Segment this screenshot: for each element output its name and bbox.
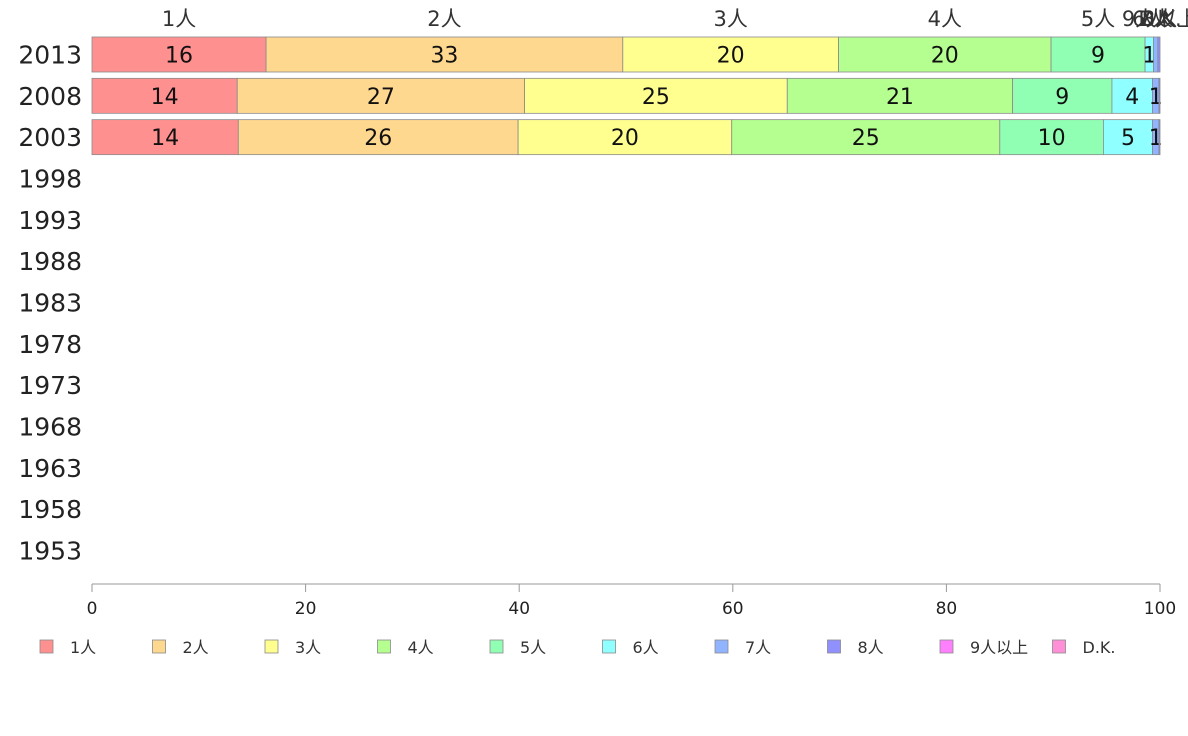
- top-label-8: 8人: [1142, 7, 1176, 31]
- bar-segment-2013-8: [1157, 36, 1161, 73]
- legend-label-8: 8人: [858, 638, 884, 657]
- legend-swatch-1: [39, 639, 54, 654]
- data-label-2008-5: 9: [1055, 85, 1069, 110]
- legend-swatch-4: [377, 639, 391, 654]
- legend-swatch-5: [489, 639, 504, 654]
- top-label-5: 5人: [1081, 7, 1115, 31]
- legend-swatch-6: [602, 639, 616, 654]
- data-label-2013-1: 16: [165, 44, 193, 69]
- bar-segment-2008-1: [91, 77, 238, 114]
- legend-label-9: 9人以上: [970, 638, 1028, 657]
- data-label-2003-6: 5: [1121, 126, 1135, 151]
- legend-label-7: 7人: [745, 638, 771, 657]
- top-label-7: 7人: [1139, 7, 1173, 31]
- top-label-2: 2人: [427, 7, 461, 31]
- legend-label-4: 4人: [408, 638, 434, 657]
- data-label-2003-1: 14: [151, 126, 179, 151]
- row-label-1983: 1983: [18, 288, 82, 317]
- bar-segment-2003-8: [1158, 119, 1161, 156]
- bar-segment-2013-5: [1050, 36, 1146, 73]
- legend-label-5: 5人: [520, 638, 546, 657]
- legend-swatch-9: [939, 639, 954, 654]
- data-label-2003-2: 26: [364, 126, 392, 151]
- legend-swatch-8: [827, 639, 841, 654]
- bar-segment-2008-6: [1111, 77, 1153, 114]
- legend-label-2: 2人: [183, 638, 209, 657]
- data-label-2003-5: 10: [1038, 126, 1066, 151]
- data-label-2008-2: 27: [367, 85, 395, 110]
- legend-label-6: 6人: [633, 638, 659, 657]
- data-label-2013-2: 33: [430, 44, 458, 69]
- row-label-2013: 2013: [18, 41, 82, 70]
- top-label-6: 6人: [1132, 7, 1166, 31]
- legend-label-1: 1人: [70, 638, 96, 657]
- x-tick-label-60: 60: [722, 599, 744, 619]
- x-tick-label-80: 80: [936, 599, 958, 619]
- bar-segment-2013-3: [622, 36, 839, 73]
- top-label-3: 3人: [713, 7, 747, 31]
- row-label-1998: 1998: [18, 164, 82, 193]
- bars: 16 33 20 20 9 114 27 25 21 9 4 114 26 20 25 10 5 1: [91, 36, 1163, 156]
- legend-swatch-3: [264, 639, 279, 654]
- bar-segment-2008-4: [786, 77, 1014, 114]
- legend: 1人 2人 3人 4人 5人 6人 7人 8人 9人以上 D.K.: [39, 638, 1116, 657]
- data-label-2008-3: 25: [642, 85, 670, 110]
- bar-segment-2013-1: [91, 36, 267, 73]
- x-tick-label-100: 100: [1144, 599, 1176, 619]
- bar-segment-2013-2: [265, 36, 624, 73]
- legend-label-d-k: D.K.: [1083, 638, 1116, 657]
- top-label-d-k: D.K.: [1138, 7, 1181, 31]
- top-label-9: 9人以上: [1122, 7, 1188, 31]
- data-label-2013-6: 1: [1142, 44, 1156, 69]
- bar-segment-2003-4: [731, 119, 1001, 156]
- data-label-2013-4: 20: [931, 44, 959, 69]
- row-label-1963: 1963: [18, 454, 82, 483]
- bar-segment-2008-8: [1158, 77, 1161, 114]
- data-label-2008-1: 14: [151, 85, 179, 110]
- data-label-2003-3: 20: [611, 126, 639, 151]
- legend-label-3: 3人: [295, 638, 321, 657]
- data-label-2008-4: 21: [886, 85, 914, 110]
- row-label-1968: 1968: [18, 412, 82, 441]
- x-tick-label-40: 40: [508, 599, 530, 619]
- data-label-2008-6: 4: [1125, 85, 1139, 110]
- row-label-1993: 1993: [18, 206, 82, 235]
- bar-segment-2003-6: [1102, 119, 1153, 156]
- bar-segment-2013-4: [838, 36, 1052, 73]
- top-label-1: 1人: [162, 7, 196, 31]
- row-label-2003: 2003: [18, 123, 82, 152]
- data-label-2003-7: 1: [1149, 126, 1163, 151]
- bar-segment-2003-5: [999, 119, 1104, 156]
- bar-segment-2008-3: [524, 77, 788, 114]
- row-label-1973: 1973: [18, 371, 82, 400]
- row-label-1978: 1978: [18, 330, 82, 359]
- row-label-2008: 2008: [18, 82, 82, 111]
- bar-segment-2013-7: [1153, 36, 1159, 73]
- row-labels: 2013 2008 2003 1998 1993 1988 1983 1978 1973 1968…: [18, 41, 82, 566]
- data-label-2013-3: 20: [717, 44, 745, 69]
- bar-segment-2008-5: [1012, 77, 1113, 114]
- data-label-2003-4: 25: [852, 126, 880, 151]
- x-tick-label-20: 20: [295, 599, 317, 619]
- data-label-2008-7: 1: [1149, 85, 1163, 110]
- legend-swatch-7: [714, 639, 729, 654]
- data-label-2013-5: 9: [1091, 44, 1105, 69]
- x-axis: 0 20 40 60 80 100: [87, 583, 1176, 619]
- row-label-1988: 1988: [18, 247, 82, 276]
- legend-swatch-d-k: [1052, 639, 1066, 654]
- x-tick-label-0: 0: [87, 599, 98, 619]
- row-label-1958: 1958: [18, 495, 82, 524]
- row-label-1953: 1953: [18, 536, 82, 565]
- legend-swatch-2: [152, 639, 166, 654]
- top-label-4: 4人: [928, 7, 962, 31]
